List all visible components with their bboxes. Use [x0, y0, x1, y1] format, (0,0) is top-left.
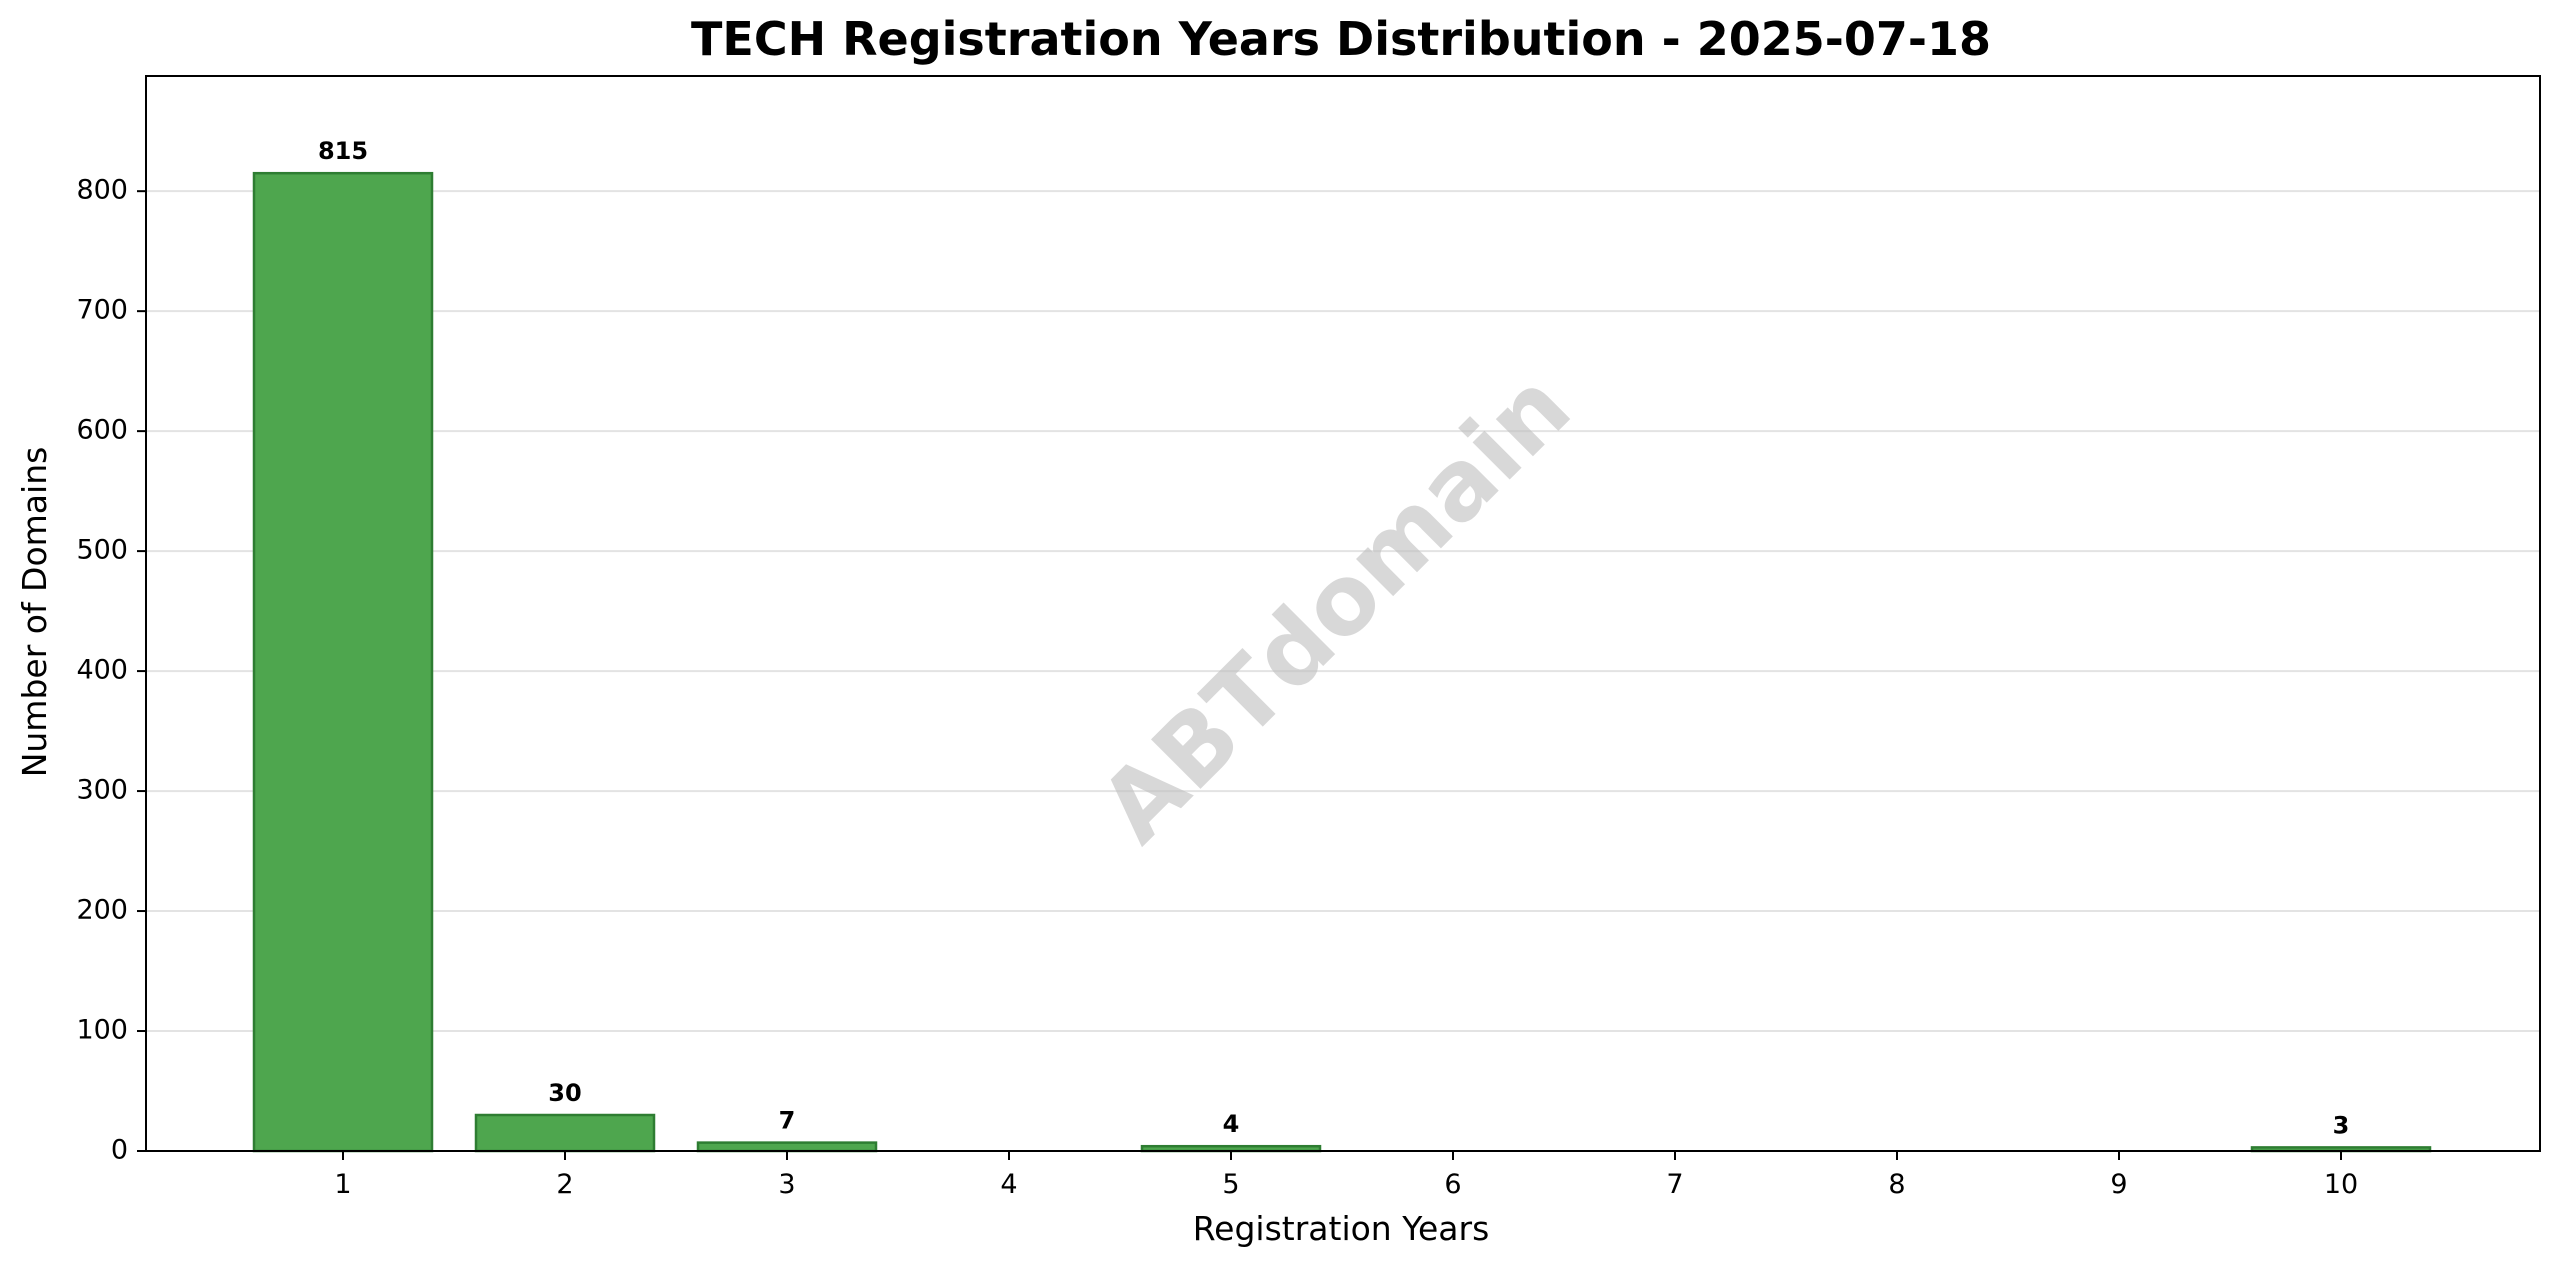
x-tick-label: 7 — [1666, 1169, 1683, 1200]
plot-frame — [145, 75, 2541, 1152]
y-axis-ticks: 0 100 200 300 400 500 600 700 800 — [76, 175, 146, 1166]
y-axis-label: Number of Domains — [15, 447, 54, 778]
y-tick-label: 700 — [76, 295, 128, 326]
x-tick-label: 6 — [1444, 1169, 1461, 1200]
bars — [252, 171, 2432, 1153]
x-axis-ticks: 1 2 3 4 5 6 7 8 9 10 — [334, 1151, 2358, 1200]
y-tick-label: 200 — [76, 895, 128, 926]
y-tick-label: 100 — [76, 1015, 128, 1046]
x-axis-label: Registration Years — [1193, 1209, 1490, 1248]
data-label-3: 7 — [779, 1107, 796, 1135]
data-label-10: 3 — [2333, 1111, 2350, 1139]
y-tick-label: 600 — [76, 415, 128, 446]
chart-title: TECH Registration Years Distribution - 2… — [691, 12, 1991, 66]
data-label-5: 4 — [1223, 1110, 1240, 1138]
x-tick-label: 5 — [1222, 1169, 1239, 1200]
y-tick-label: 0 — [111, 1135, 128, 1166]
y-tick-label: 500 — [76, 535, 128, 566]
x-tick-label: 9 — [2110, 1169, 2127, 1200]
x-tick-label: 10 — [2324, 1169, 2358, 1200]
y-tick-label: 800 — [76, 175, 128, 206]
bar-2 — [474, 1113, 656, 1153]
x-tick-label: 3 — [778, 1169, 795, 1200]
watermark: ABTdomain — [1079, 351, 1592, 864]
bar-1 — [252, 171, 434, 1153]
grid-lines — [146, 190, 2540, 1033]
x-tick-label: 2 — [556, 1169, 573, 1200]
bar-3 — [696, 1141, 878, 1153]
data-label-2: 30 — [548, 1079, 581, 1107]
y-tick-label: 400 — [76, 655, 128, 686]
data-labels: 815 30 7 4 3 — [318, 137, 2349, 1139]
x-tick-label: 1 — [334, 1169, 351, 1200]
data-label-1: 815 — [318, 137, 368, 165]
y-tick-label: 300 — [76, 775, 128, 806]
x-tick-label: 8 — [1888, 1169, 1905, 1200]
x-tick-label: 4 — [1000, 1169, 1017, 1200]
